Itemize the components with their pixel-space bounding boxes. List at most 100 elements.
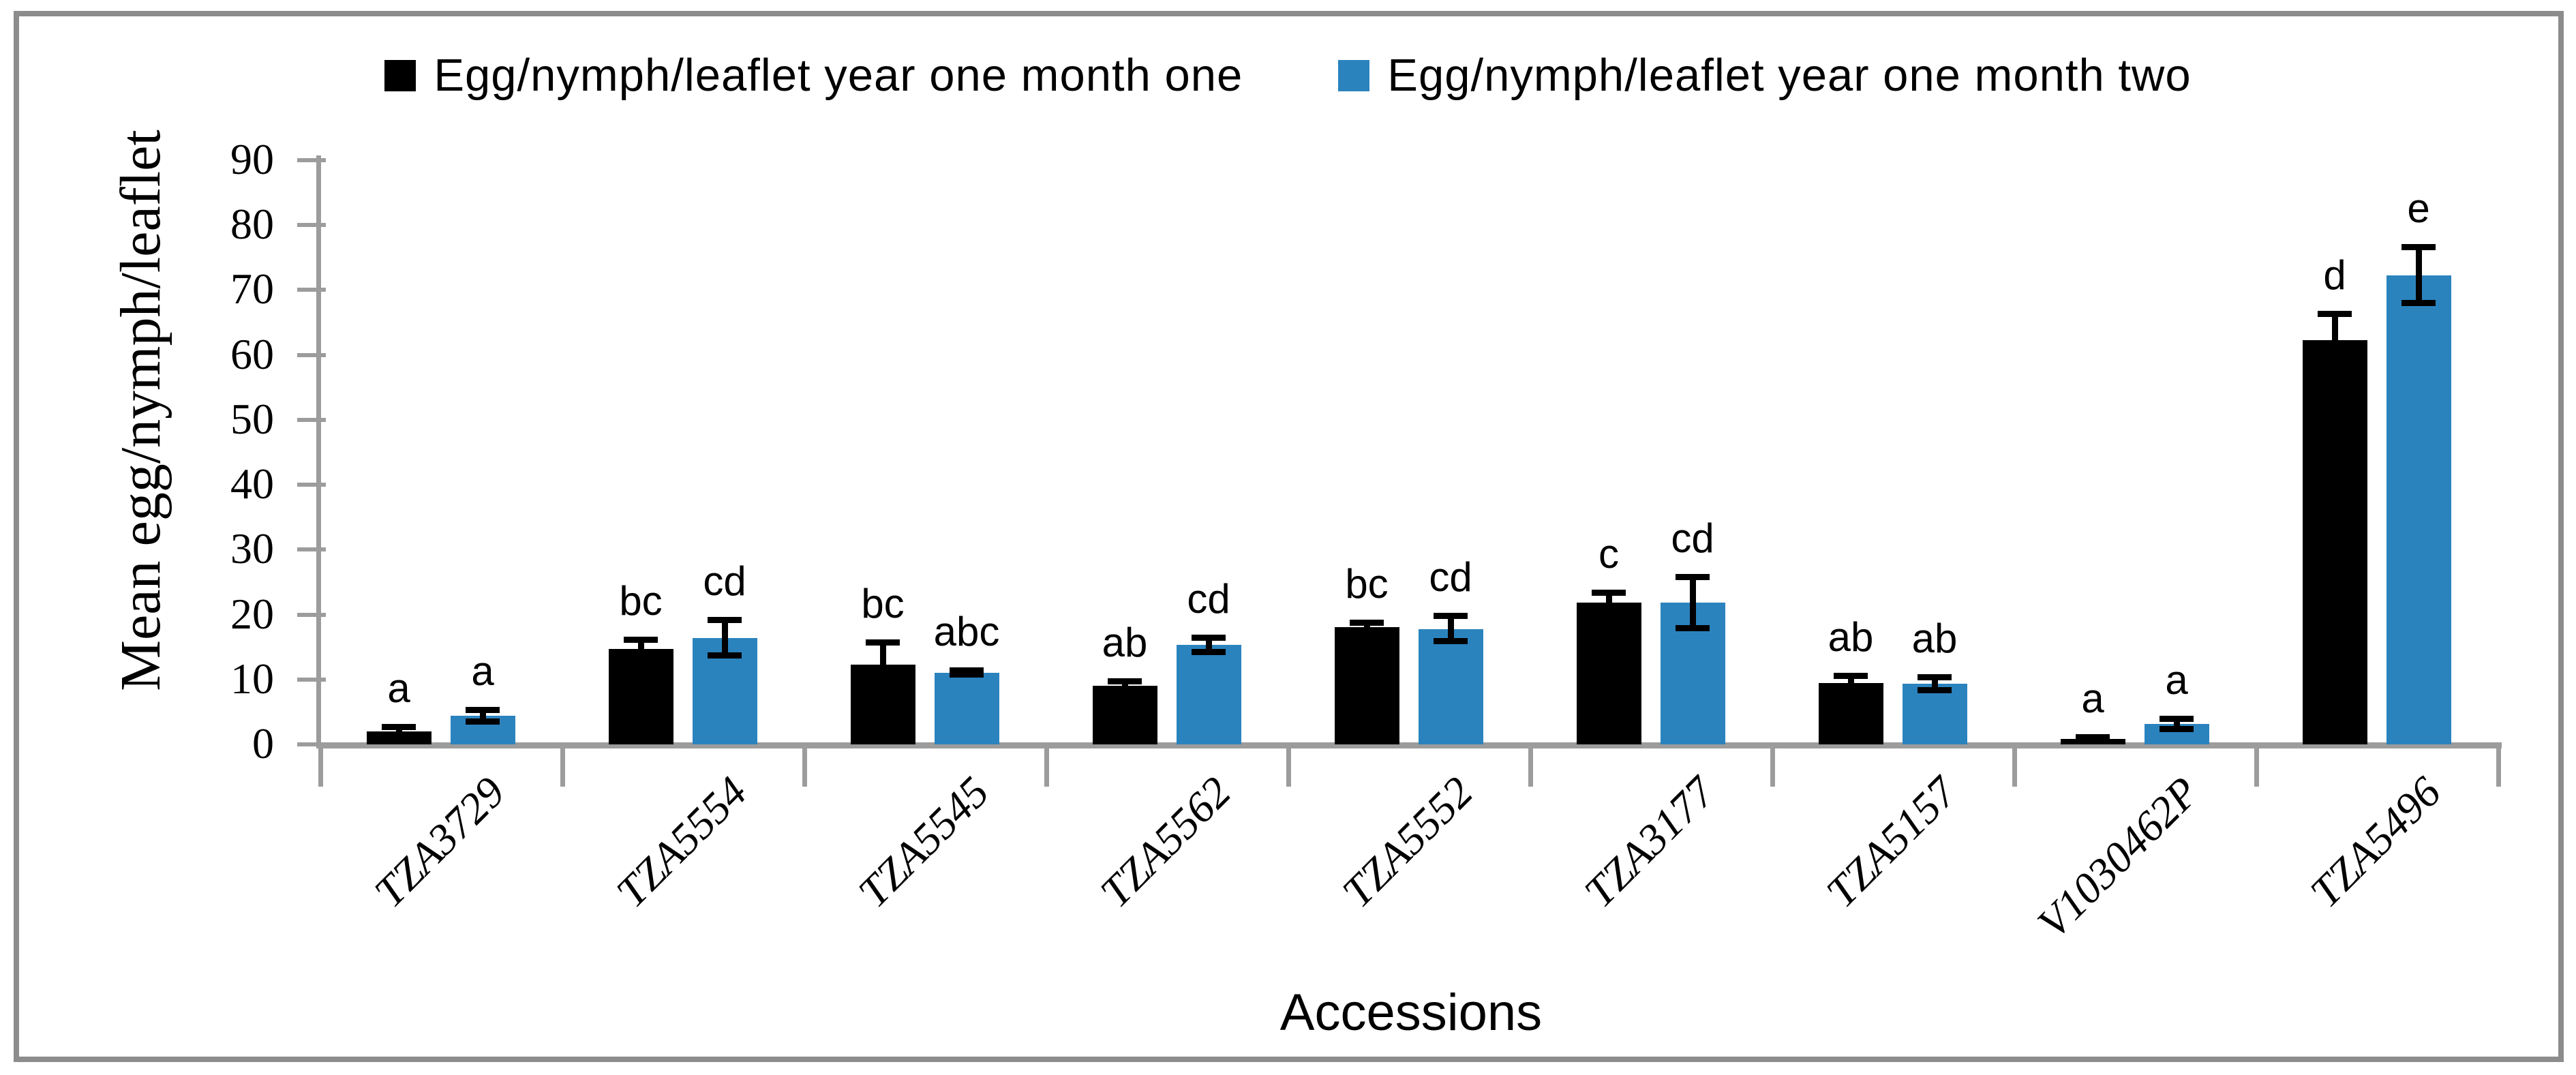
error-bar-stem	[2415, 247, 2422, 303]
significance-letter: ab	[1828, 614, 1874, 661]
error-bar-stem	[479, 710, 486, 722]
significance-letter: a	[2081, 676, 2104, 722]
error-bar-cap-bottom	[1108, 686, 1142, 693]
error-bar-cap-bottom	[2401, 299, 2436, 306]
error-bar-cap-bottom	[950, 671, 984, 678]
error-bar-cap-bottom	[624, 654, 658, 661]
error-bar-cap-top	[2318, 310, 2352, 317]
error-bar-cap-bottom	[1192, 648, 1226, 655]
error-bar-cap-bottom	[1434, 637, 1468, 644]
error-bar-cap-top	[1192, 634, 1226, 641]
error-bar-cap-bottom	[382, 731, 416, 738]
y-tick-label: 80	[230, 200, 274, 249]
y-tick-label: 60	[230, 329, 274, 378]
legend-label-month-one: Egg/nymph/leaflet year one month one	[434, 50, 1243, 101]
y-tick	[297, 223, 326, 228]
legend-swatch-month-two-icon	[1338, 59, 1370, 91]
category-tick	[318, 746, 323, 787]
category-tick	[2012, 746, 2017, 787]
plot-area: a bc bc ab bc c ab a d a cd abc cd cd cd ab a e	[320, 160, 2498, 744]
category-tick	[560, 746, 565, 787]
error-bar-cap-top	[1592, 590, 1626, 596]
error-bar-cap-bottom	[1676, 624, 1710, 631]
bar-month-two	[1902, 684, 1967, 744]
error-bar-cap-top	[1350, 619, 1384, 626]
y-tick-label: 90	[230, 135, 274, 183]
category-tick	[1528, 746, 1533, 787]
error-bar-stem	[1205, 637, 1212, 652]
error-bar-cap-bottom	[466, 718, 500, 725]
error-bar-cap-bottom	[866, 683, 900, 690]
y-tick-label: 10	[230, 654, 274, 703]
error-bar-stem	[879, 642, 886, 687]
significance-letter: ab	[1911, 615, 1958, 661]
bar-month-two	[1418, 629, 1483, 744]
error-bar-cap-bottom	[1592, 609, 1626, 616]
error-bar-cap-bottom	[708, 652, 742, 658]
error-bar-stem	[637, 639, 644, 658]
error-bar-cap-top	[624, 636, 658, 643]
x-axis-title: Accessions	[1279, 984, 1543, 1042]
error-bar-stem	[1931, 677, 1938, 691]
significance-letter: cd	[703, 558, 746, 605]
error-bar-cap-top	[1834, 673, 1868, 680]
bar-month-two	[2386, 275, 2451, 744]
error-bar-stem	[1363, 622, 1370, 631]
error-bar-stem	[395, 727, 402, 736]
y-tick	[297, 483, 326, 487]
error-bar-cap-top	[1434, 613, 1468, 620]
significance-letter: a	[2165, 656, 2188, 703]
category-tick	[802, 746, 807, 787]
error-bar-stem	[721, 620, 728, 656]
bar-month-two	[934, 673, 999, 744]
bar-month-one	[2302, 339, 2367, 744]
bar-month-one	[1334, 626, 1399, 744]
bar-month-two	[1176, 645, 1241, 744]
y-tick-label: 0	[252, 719, 274, 768]
bar-month-one	[1092, 686, 1157, 744]
y-tick	[297, 547, 326, 552]
significance-letter: a	[471, 648, 494, 694]
error-bar-cap-top	[2160, 715, 2194, 722]
bar-month-one	[608, 649, 673, 744]
error-bar-cap-top	[708, 617, 742, 624]
significance-letter: bc	[861, 580, 905, 626]
error-bar-stem	[1121, 681, 1128, 691]
error-bar-cap-top	[1918, 673, 1952, 680]
significance-letter: e	[2407, 185, 2430, 231]
significance-letter: c	[1598, 531, 1619, 577]
y-tick	[297, 417, 326, 422]
chart-outer-border	[14, 11, 2564, 1062]
y-axis-line	[316, 155, 321, 747]
bar-month-one	[1818, 682, 1883, 744]
y-tick-label: 20	[230, 589, 274, 638]
error-bar-cap-top	[1108, 678, 1142, 684]
error-bar-stem	[1447, 616, 1454, 641]
significance-letter: cd	[1671, 515, 1714, 562]
legend: Egg/nymph/leaflet year one month one Egg…	[0, 49, 2576, 102]
error-bar-cap-bottom	[1918, 686, 1952, 693]
y-tick	[297, 158, 326, 162]
significance-letter: ab	[1102, 619, 1148, 665]
y-tick	[297, 677, 326, 682]
category-tick	[2496, 746, 2501, 787]
error-bar-stem	[1605, 593, 1612, 613]
error-bar-cap-bottom	[1834, 686, 1868, 693]
category-tick	[1286, 746, 1291, 787]
significance-letter: a	[387, 665, 410, 712]
category-tick	[1044, 746, 1049, 787]
error-bar-cap-top	[466, 706, 500, 713]
error-bar-stem	[1847, 676, 1854, 690]
error-bar-cap-top	[382, 724, 416, 731]
y-tick	[297, 288, 326, 292]
legend-item-month-two: Egg/nymph/leaflet year one month two	[1338, 49, 2191, 102]
significance-letter: cd	[1429, 554, 1472, 601]
legend-label-month-two: Egg/nymph/leaflet year one month two	[1387, 50, 2192, 101]
error-bar-cap-top	[950, 667, 984, 674]
x-axis-line	[316, 742, 2502, 748]
significance-letter: abc	[933, 609, 1000, 655]
error-bar-cap-bottom	[1350, 627, 1384, 634]
y-tick	[297, 352, 326, 357]
error-bar-stem	[2173, 718, 2180, 730]
error-bar-cap-top	[2076, 734, 2110, 741]
